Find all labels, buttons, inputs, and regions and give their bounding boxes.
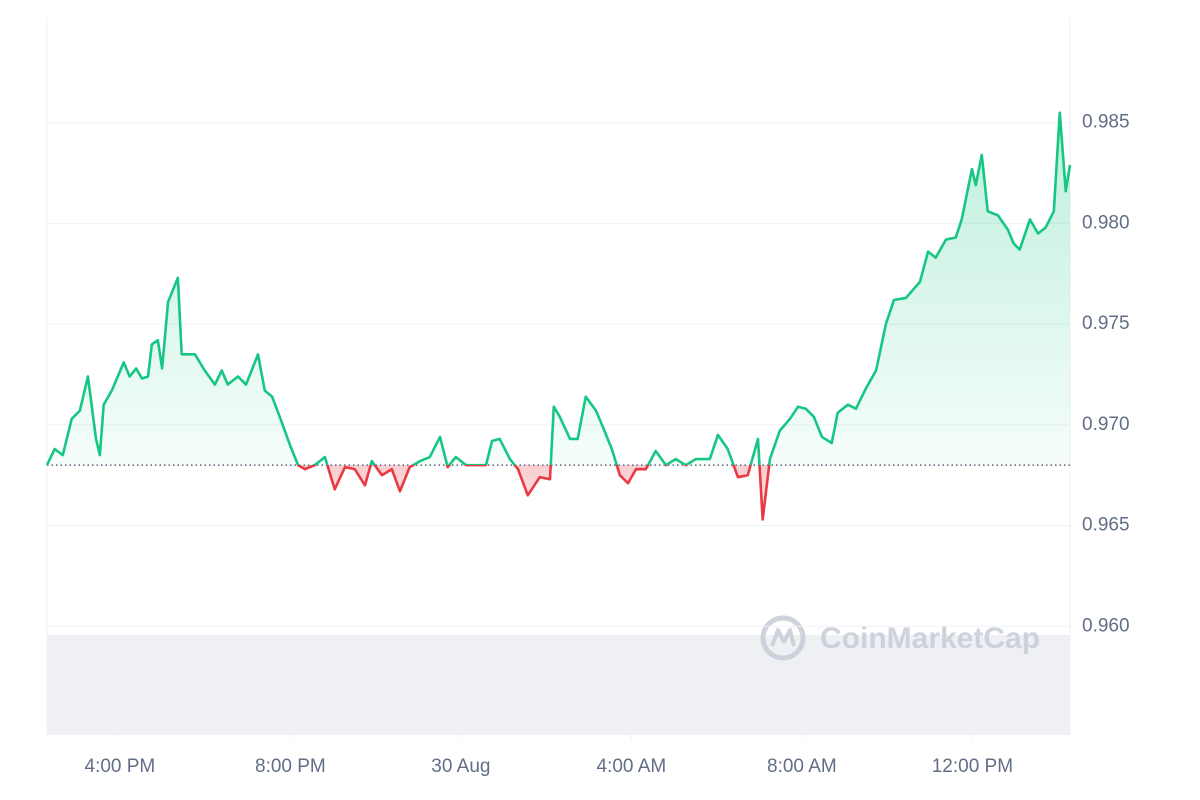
y-tick-label: 0.975 (1082, 313, 1130, 334)
volume-band (47, 635, 1070, 735)
area-fill (47, 112, 1070, 520)
y-tick-label: 0.980 (1082, 212, 1130, 233)
x-tick-label: 8:00 PM (255, 756, 326, 777)
y-tick-label: 0.985 (1082, 112, 1130, 133)
watermark-text: CoinMarketCap (820, 622, 1040, 655)
watermark-logo-mark (770, 628, 796, 647)
y-tick-label: 0.965 (1082, 515, 1130, 536)
x-tick-label: 4:00 PM (85, 756, 156, 777)
y-tick-label: 0.960 (1082, 615, 1130, 636)
watermark: CoinMarketCap (760, 615, 1040, 661)
x-tick-label: 12:00 PM (932, 756, 1013, 777)
x-tick-label: 8:00 AM (767, 756, 837, 777)
x-tick-label: 30 Aug (431, 756, 490, 777)
x-tick-label: 4:00 AM (597, 756, 667, 777)
y-tick-label: 0.970 (1082, 414, 1130, 435)
price-line (45, 111, 1072, 521)
watermark-logo (760, 615, 806, 661)
